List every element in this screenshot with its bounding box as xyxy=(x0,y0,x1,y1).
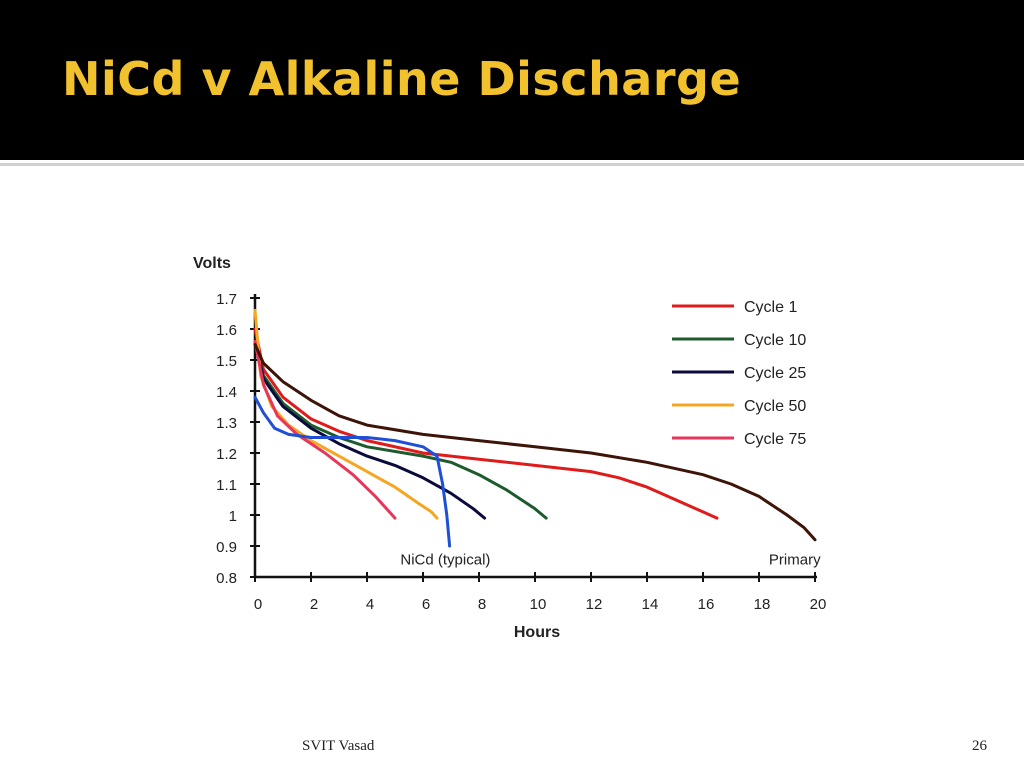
annotation-nicd-typical: NiCd (typical) xyxy=(400,551,490,568)
x-tick-label-7: 14 xyxy=(642,596,659,613)
series-line-cycle-75 xyxy=(253,339,397,520)
y-tick-label-8: 0.9 xyxy=(216,539,237,556)
x-tick-label-2: 4 xyxy=(366,596,374,613)
y-tick-label-1: 1.6 xyxy=(216,322,237,339)
x-tick-label-5: 10 xyxy=(530,596,547,613)
y-tick-label-2: 1.5 xyxy=(216,353,237,370)
legend-label-1: Cycle 10 xyxy=(744,332,806,349)
y-tick-label-0: 1.7 xyxy=(216,291,237,308)
annotation-primary: Primary xyxy=(769,551,821,568)
x-tick-label-8: 16 xyxy=(698,596,715,613)
y-tick-label-6: 1.1 xyxy=(216,477,237,494)
series-line-cycle-50 xyxy=(253,308,439,520)
legend-label-2: Cycle 25 xyxy=(744,365,806,382)
series-line-cycle-25 xyxy=(253,339,487,520)
x-tick-label-10: 20 xyxy=(810,596,827,613)
x-tick-label-4: 8 xyxy=(478,596,486,613)
x-tick-label-9: 18 xyxy=(754,596,771,613)
x-tick-label-6: 12 xyxy=(586,596,603,613)
title-bar: NiCd v Alkaline Discharge xyxy=(0,0,1024,160)
footer-label: SVIT Vasad xyxy=(302,738,375,754)
legend-label-3: Cycle 50 xyxy=(744,398,806,415)
slide-title: NiCd v Alkaline Discharge xyxy=(62,52,742,106)
legend-label-4: Cycle 75 xyxy=(744,431,806,448)
y-tick-label-7: 1 xyxy=(229,508,237,525)
x-axis-label: Hours xyxy=(514,624,560,641)
y-tick-label-3: 1.4 xyxy=(216,384,237,401)
series-line-cycle-1 xyxy=(253,327,719,520)
y-axis-label: Volts xyxy=(193,255,231,272)
page-number: 26 xyxy=(972,738,987,754)
legend-label-0: Cycle 1 xyxy=(744,299,797,316)
x-tick-label-3: 6 xyxy=(422,596,430,613)
series-line-nicd-typical xyxy=(253,395,452,548)
x-tick-label-1: 2 xyxy=(310,596,318,613)
series-line-primary xyxy=(253,343,817,542)
y-tick-label-9: 0.8 xyxy=(216,570,237,587)
y-tick-label-4: 1.3 xyxy=(216,415,237,432)
x-tick-label-0: 0 xyxy=(254,596,262,613)
title-divider xyxy=(0,163,1024,166)
y-tick-label-5: 1.2 xyxy=(216,446,237,463)
series-line-cycle-10 xyxy=(253,339,548,520)
